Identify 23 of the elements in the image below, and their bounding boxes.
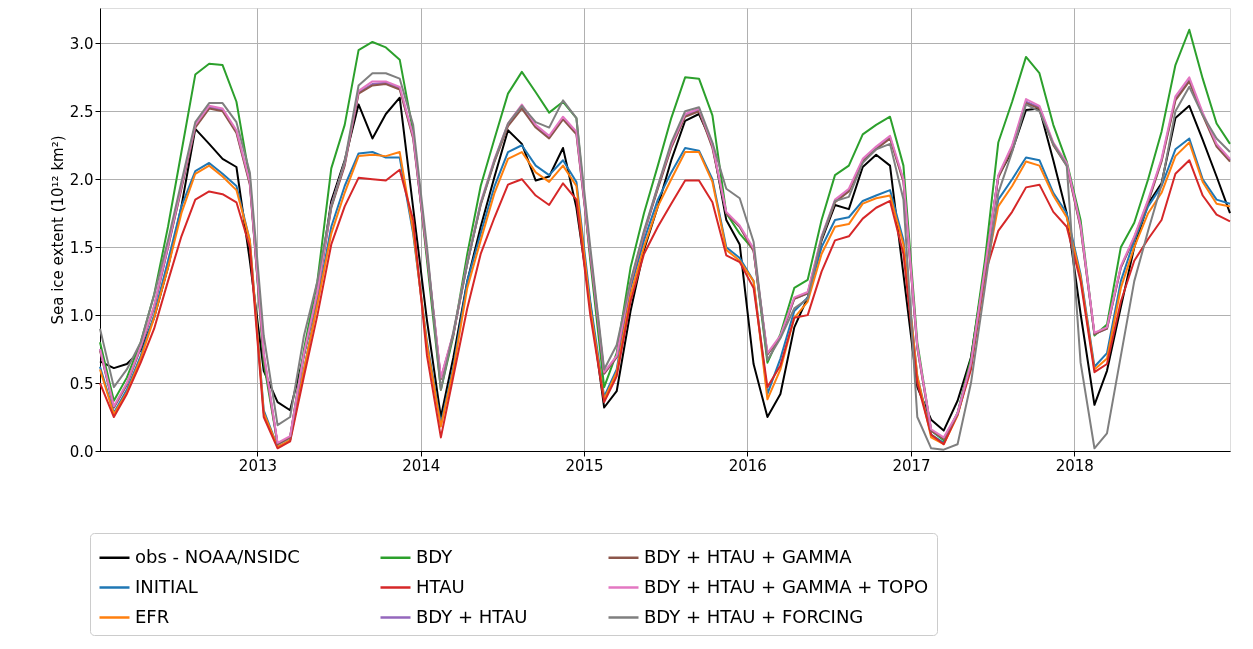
x-tick-label: 2016 — [728, 456, 767, 475]
y-tick-label: 2.0 — [69, 170, 94, 189]
legend-label: BDY + HTAU + FORCING — [644, 605, 864, 627]
y-tick-label: 0.5 — [69, 374, 94, 393]
legend-label: BDY — [416, 545, 454, 567]
legend-label: INITIAL — [135, 575, 198, 597]
y-tick-label: 3.0 — [69, 34, 94, 53]
legend-label: obs - NOAA/NSIDC — [135, 545, 300, 567]
y-tick-label: 1.0 — [69, 306, 94, 325]
x-tick-label: 2017 — [892, 456, 931, 475]
legend-label: EFR — [135, 605, 170, 627]
legend-label: HTAU — [416, 575, 465, 597]
x-tick-label: 2018 — [1055, 456, 1094, 475]
y-tick-label: 1.5 — [69, 238, 94, 257]
x-tick-label: 2014 — [402, 456, 441, 475]
x-tick-label: 2013 — [238, 456, 278, 475]
y-axis-title: Sea ice extent (10¹² km²) — [48, 135, 67, 325]
y-tick-label: 2.5 — [69, 102, 94, 121]
legend-label: BDY + HTAU — [416, 605, 528, 627]
legend-label: BDY + HTAU + GAMMA + TOPO — [644, 575, 929, 597]
y-tick-label: 0.0 — [69, 442, 94, 461]
x-tick-label: 2015 — [565, 456, 604, 475]
legend-label: BDY + HTAU + GAMMA — [644, 545, 853, 567]
